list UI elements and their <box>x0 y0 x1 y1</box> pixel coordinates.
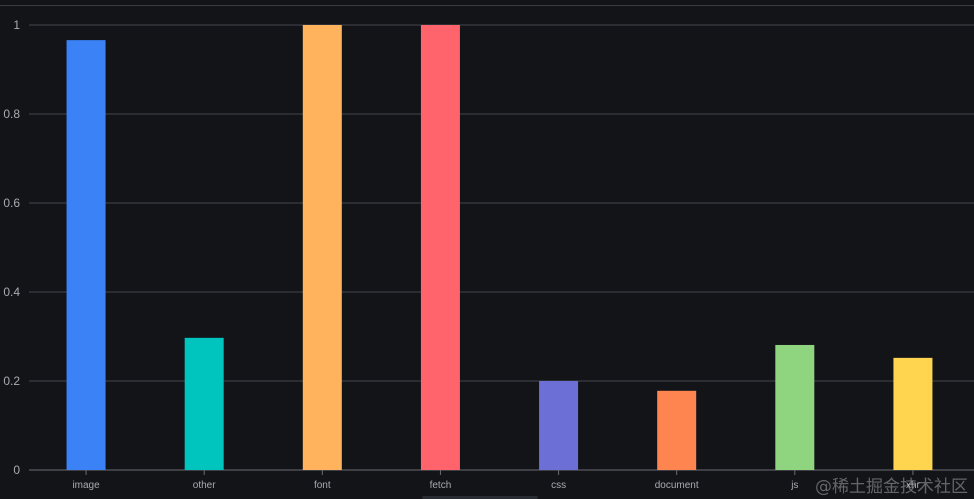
y-tick-label: 0.2 <box>3 374 20 388</box>
bar-other <box>184 337 224 470</box>
bar-fetch <box>420 25 460 470</box>
bar-xhr <box>893 357 933 470</box>
watermark: @稀土掘金技术社区 <box>815 477 968 497</box>
y-tick-label: 0.6 <box>3 196 20 210</box>
x-tick-label: xhr <box>906 480 921 491</box>
bar-document <box>657 390 697 470</box>
y-tick-label: 0.4 <box>3 285 20 299</box>
bar-image <box>66 40 106 470</box>
bar-font <box>302 25 342 470</box>
y-tick-label: 0.8 <box>3 107 20 121</box>
x-tick-label: image <box>72 480 100 491</box>
y-tick-label: 1 <box>13 18 20 32</box>
x-tick-label: other <box>193 480 216 491</box>
top-divider <box>0 5 974 6</box>
x-tick-label: fetch <box>430 480 452 491</box>
y-tick-label: 0 <box>13 463 20 477</box>
bar-css <box>539 381 579 470</box>
x-tick-label: document <box>655 480 699 491</box>
x-tick-label: js <box>790 480 798 491</box>
bar-js <box>775 344 815 470</box>
scrollbar[interactable] <box>422 496 538 499</box>
x-tick-label: font <box>314 480 331 491</box>
x-tick-label: css <box>551 480 566 491</box>
